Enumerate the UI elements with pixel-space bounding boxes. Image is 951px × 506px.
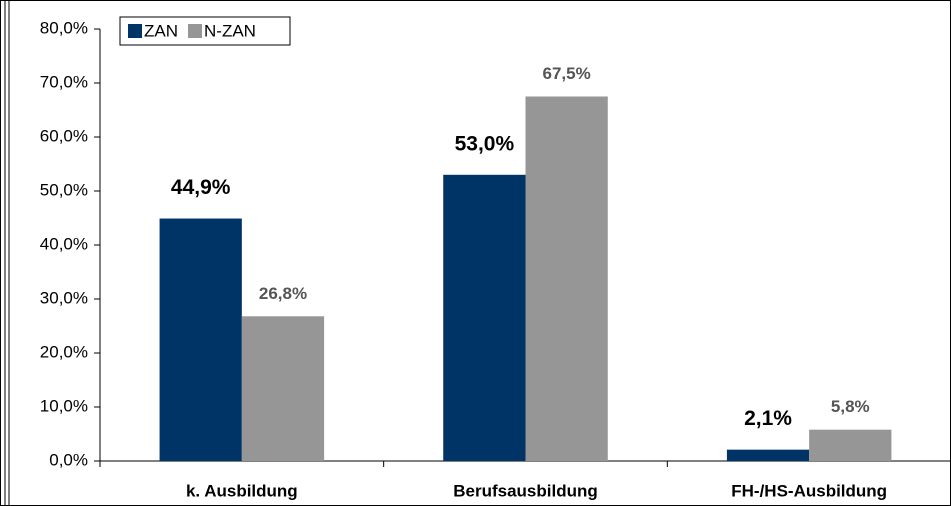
bar bbox=[726, 449, 810, 461]
y-tick-label: 70,0% bbox=[40, 72, 88, 91]
x-tick-label: k. Ausbildung bbox=[186, 481, 298, 500]
value-label: 53,0% bbox=[455, 132, 515, 155]
value-label: 44,9% bbox=[171, 176, 231, 199]
y-tick-label: 30,0% bbox=[40, 288, 88, 307]
bar bbox=[159, 218, 242, 461]
x-tick-label: Berufsausbildung bbox=[453, 481, 598, 500]
y-tick-label: 50,0% bbox=[40, 180, 88, 199]
y-tick-label: 20,0% bbox=[40, 342, 88, 361]
value-label: 26,8% bbox=[259, 284, 307, 303]
legend-label: N-ZAN bbox=[204, 21, 256, 40]
y-tick-label: 60,0% bbox=[40, 126, 88, 145]
y-tick-label: 10,0% bbox=[40, 396, 88, 415]
legend-box bbox=[119, 16, 291, 46]
legend-swatch bbox=[188, 24, 202, 38]
x-tick-label: FH-/HS-Ausbildung bbox=[731, 481, 887, 500]
legend-label: ZAN bbox=[144, 21, 178, 40]
value-label: 67,5% bbox=[543, 64, 591, 83]
value-label: 2,1% bbox=[744, 407, 792, 430]
legend-swatch bbox=[128, 24, 142, 38]
bar bbox=[443, 174, 526, 462]
y-tick-label: 0,0% bbox=[49, 450, 88, 469]
y-tick-label: 80,0% bbox=[40, 18, 88, 37]
bar bbox=[241, 316, 325, 461]
y-tick-label: 40,0% bbox=[40, 234, 88, 253]
bar bbox=[809, 429, 892, 461]
value-label: 5,8% bbox=[831, 397, 870, 416]
bar bbox=[525, 96, 608, 461]
